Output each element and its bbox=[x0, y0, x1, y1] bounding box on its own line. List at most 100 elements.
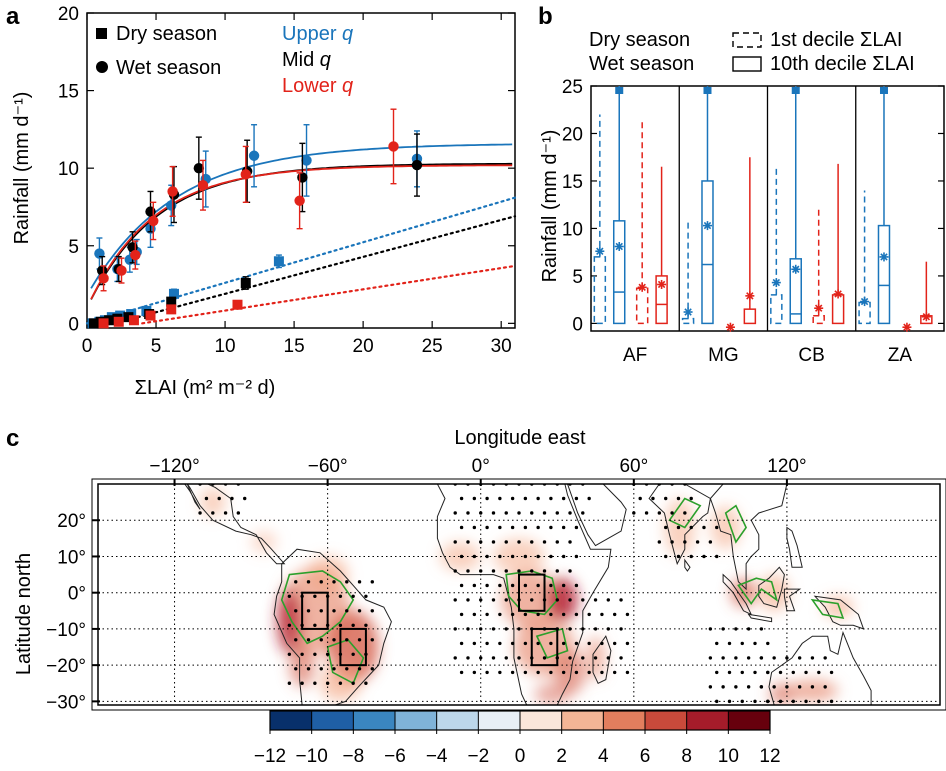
stipple-dot bbox=[561, 641, 566, 646]
stipple-dot bbox=[574, 612, 579, 617]
colorbar-segment bbox=[270, 711, 312, 730]
colorbar-tick-label: 10 bbox=[718, 746, 739, 767]
stipple-dot bbox=[600, 641, 604, 646]
stipple-dot bbox=[772, 685, 776, 689]
rainforest-contour bbox=[737, 577, 779, 605]
anomaly-blob bbox=[769, 683, 795, 705]
mean-stroke bbox=[703, 221, 712, 230]
stipple-dot bbox=[485, 496, 489, 501]
stipple-dot bbox=[306, 667, 311, 671]
category-label: AF bbox=[623, 345, 647, 366]
box bbox=[770, 294, 783, 325]
stipple-dot bbox=[766, 699, 770, 704]
land-sri-lanka bbox=[684, 558, 691, 572]
stipple-dot bbox=[804, 670, 808, 675]
x-tick-label: 0° bbox=[472, 456, 490, 477]
stipple-dot bbox=[338, 623, 343, 627]
stipple-dot bbox=[727, 670, 732, 675]
colorbar-tick-label: −8 bbox=[342, 746, 364, 767]
stipple-dot bbox=[632, 511, 636, 515]
data-point-circle bbox=[294, 195, 305, 206]
stipple-dot bbox=[523, 525, 528, 530]
data-point-circle bbox=[248, 150, 260, 161]
stipple-dot bbox=[536, 641, 540, 646]
x-tick-label: 30 bbox=[491, 336, 512, 357]
box bbox=[701, 180, 714, 325]
stipple-dot bbox=[676, 554, 681, 559]
stipple-dot bbox=[294, 638, 298, 642]
panel-a-x-axis-label: ΣLAI (m² m⁻² d) bbox=[135, 377, 276, 399]
stipple-dot bbox=[523, 583, 528, 588]
stipple-dot bbox=[746, 656, 751, 660]
mean-marker bbox=[833, 289, 843, 299]
stipple-dot bbox=[772, 656, 776, 660]
rainforest-contour bbox=[724, 504, 748, 544]
land-africa bbox=[436, 484, 612, 705]
stipple-dot bbox=[498, 525, 502, 530]
stipple-dot bbox=[459, 554, 464, 559]
panel-c-y-axis-label: Latitude north bbox=[13, 553, 35, 675]
stipple-dot bbox=[306, 609, 311, 613]
stipple-dot bbox=[670, 511, 674, 515]
stipple-dot bbox=[593, 656, 598, 660]
stipple-dot bbox=[823, 685, 827, 689]
stipple-dot bbox=[625, 670, 630, 675]
fit-line-dotted bbox=[113, 215, 517, 325]
stipple-dot bbox=[561, 525, 566, 530]
stipple-dot bbox=[549, 496, 553, 501]
x-tick-label: 15 bbox=[284, 336, 305, 357]
mean-stroke bbox=[596, 247, 604, 255]
legend-key-dashed bbox=[732, 32, 762, 48]
stipple-dot bbox=[549, 554, 553, 559]
stipple-dot bbox=[479, 656, 483, 660]
panel-c-colorbar: −12 −10 −8 −6 −4 −2 0 2 4 6 8 10 12 bbox=[254, 710, 781, 767]
stipple-dot bbox=[568, 627, 572, 631]
y-tick-label: −30° bbox=[46, 692, 86, 713]
box bbox=[743, 308, 757, 325]
stipple-dot bbox=[472, 583, 477, 588]
panel-b-plot-area: AF MG CB ZA 0 5 10 15 20 25 bbox=[562, 77, 945, 366]
stipple-dot bbox=[625, 641, 630, 646]
stipple-dot bbox=[338, 594, 343, 599]
legend-lower-q: Lower q bbox=[282, 75, 353, 97]
rainforest-contour bbox=[535, 627, 569, 659]
stipple-dot bbox=[606, 656, 611, 660]
stipple-dot bbox=[300, 652, 304, 656]
stipple-dot bbox=[568, 598, 572, 602]
study-region-box bbox=[530, 627, 559, 667]
stipple-dot bbox=[485, 612, 489, 617]
colorbar-tick-label: 0 bbox=[515, 746, 526, 767]
y-tick-label: 10 bbox=[562, 219, 583, 240]
stipple-dot bbox=[236, 511, 241, 515]
colorbar-segment bbox=[436, 711, 479, 730]
y-tick-label: 0° bbox=[68, 584, 86, 605]
panel-b-y-axis-label: Rainfall (mm d⁻¹) bbox=[539, 130, 561, 283]
colorbar-segment bbox=[603, 711, 645, 730]
colorbar-segment bbox=[520, 711, 562, 730]
stipple-dot bbox=[746, 685, 751, 689]
y-tick-label: 0 bbox=[572, 314, 583, 335]
x-tick-label: 0 bbox=[82, 336, 93, 357]
stipple-dot bbox=[549, 641, 553, 646]
data-point-circle bbox=[301, 155, 312, 166]
anomaly-blob bbox=[534, 683, 571, 705]
x-tick-label: 20 bbox=[353, 336, 374, 357]
fit-line-dotted bbox=[85, 196, 517, 325]
stipple-dot bbox=[715, 641, 719, 646]
y-tick-label: 10 bbox=[58, 159, 79, 180]
stipple-dot bbox=[351, 594, 355, 599]
stipple-dot bbox=[313, 652, 317, 656]
colorbar-segment bbox=[645, 711, 687, 730]
stipple-dot bbox=[523, 554, 528, 559]
stipple-dot bbox=[230, 496, 234, 501]
stipple-dot bbox=[683, 540, 687, 544]
stipple-dot bbox=[561, 670, 566, 675]
colorbar-segment bbox=[353, 711, 395, 730]
stipple-dot bbox=[561, 612, 566, 617]
stipple-dot bbox=[351, 623, 355, 627]
anomaly-blob bbox=[276, 589, 303, 655]
mean-stroke bbox=[792, 265, 800, 273]
stipple-dot bbox=[459, 525, 464, 530]
y-tick-label: 20 bbox=[562, 124, 583, 145]
mean-stroke bbox=[746, 292, 754, 300]
